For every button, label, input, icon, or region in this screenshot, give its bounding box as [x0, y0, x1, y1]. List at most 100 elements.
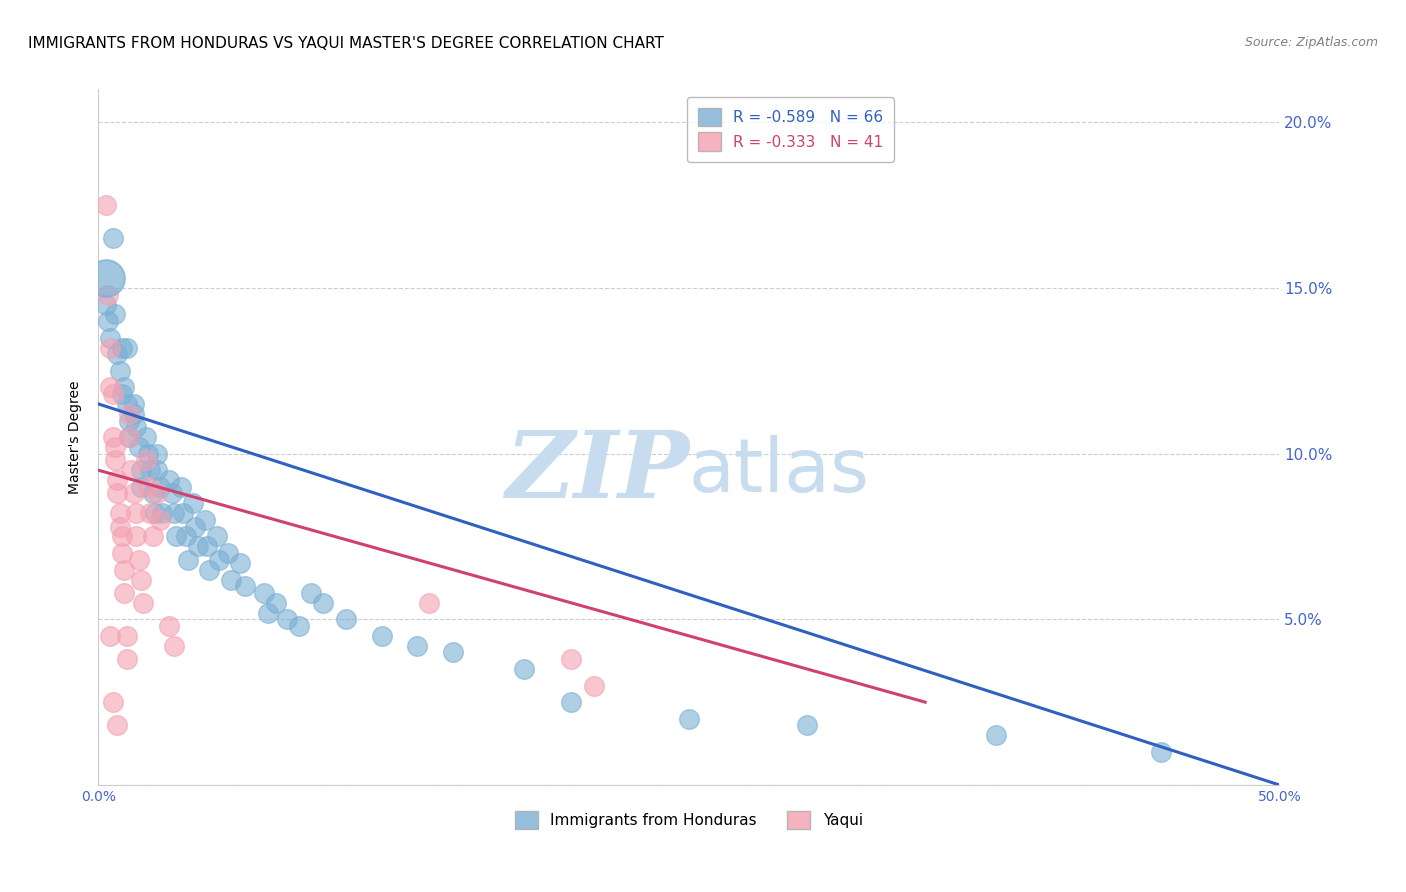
Point	[115, 341, 138, 355]
Point	[122, 397, 145, 411]
Point	[149, 480, 172, 494]
Point	[157, 619, 180, 633]
Point	[198, 563, 221, 577]
Point	[172, 506, 194, 520]
Point	[335, 612, 357, 626]
Point	[208, 552, 231, 566]
Point	[276, 612, 298, 626]
Point	[142, 529, 165, 543]
Point	[418, 596, 440, 610]
Point	[97, 287, 120, 301]
Point	[112, 586, 135, 600]
Point	[135, 453, 157, 467]
Point	[105, 473, 128, 487]
Point	[125, 506, 148, 520]
Point	[195, 540, 218, 554]
Point	[111, 529, 134, 543]
Point	[181, 496, 204, 510]
Point	[163, 639, 186, 653]
Point	[118, 430, 141, 444]
Point	[149, 513, 172, 527]
Point	[98, 380, 121, 394]
Point	[441, 645, 464, 659]
Point	[288, 619, 311, 633]
Point	[98, 331, 121, 345]
Point	[678, 712, 700, 726]
Point	[125, 529, 148, 543]
Point	[165, 529, 187, 543]
Point	[560, 695, 582, 709]
Point	[233, 579, 256, 593]
Point	[796, 718, 818, 732]
Point	[112, 563, 135, 577]
Point	[299, 586, 322, 600]
Point	[111, 387, 134, 401]
Point	[160, 486, 183, 500]
Point	[104, 308, 127, 322]
Point	[104, 453, 127, 467]
Point	[136, 480, 159, 494]
Point	[984, 728, 1007, 742]
Point	[105, 347, 128, 361]
Point	[264, 596, 287, 610]
Point	[101, 231, 124, 245]
Point	[101, 695, 124, 709]
Point	[125, 420, 148, 434]
Point	[98, 629, 121, 643]
Point	[406, 639, 429, 653]
Point	[194, 513, 217, 527]
Point	[146, 486, 169, 500]
Point	[187, 540, 209, 554]
Point	[371, 629, 394, 643]
Point	[115, 397, 138, 411]
Point	[108, 506, 131, 520]
Point	[132, 596, 155, 610]
Point	[217, 546, 239, 560]
Point	[105, 486, 128, 500]
Point	[163, 506, 186, 520]
Point	[205, 529, 228, 543]
Point	[583, 679, 606, 693]
Point	[94, 271, 117, 285]
Point	[97, 314, 120, 328]
Y-axis label: Master's Degree: Master's Degree	[69, 380, 83, 494]
Text: Source: ZipAtlas.com: Source: ZipAtlas.com	[1244, 36, 1378, 49]
Point	[146, 463, 169, 477]
Point	[128, 440, 150, 454]
Point	[101, 387, 124, 401]
Point	[108, 519, 131, 533]
Point	[111, 341, 134, 355]
Point	[312, 596, 335, 610]
Point	[118, 413, 141, 427]
Point	[143, 506, 166, 520]
Point	[118, 407, 141, 421]
Point	[229, 556, 252, 570]
Point	[118, 430, 141, 444]
Point	[121, 463, 143, 477]
Legend: Immigrants from Honduras, Yaqui: Immigrants from Honduras, Yaqui	[505, 800, 873, 840]
Point	[105, 718, 128, 732]
Text: ZIP: ZIP	[505, 427, 689, 516]
Point	[142, 486, 165, 500]
Point	[122, 407, 145, 421]
Point	[1150, 745, 1173, 759]
Point	[94, 297, 117, 311]
Point	[104, 440, 127, 454]
Point	[184, 519, 207, 533]
Point	[98, 341, 121, 355]
Point	[129, 573, 152, 587]
Point	[108, 364, 131, 378]
Point	[128, 552, 150, 566]
Point	[101, 430, 124, 444]
Point	[111, 546, 134, 560]
Point	[512, 662, 534, 676]
Point	[115, 652, 138, 666]
Point	[129, 463, 152, 477]
Point	[139, 463, 162, 477]
Point	[177, 552, 200, 566]
Point	[115, 629, 138, 643]
Point	[174, 529, 197, 543]
Point	[139, 506, 162, 520]
Point	[136, 447, 159, 461]
Point	[129, 480, 152, 494]
